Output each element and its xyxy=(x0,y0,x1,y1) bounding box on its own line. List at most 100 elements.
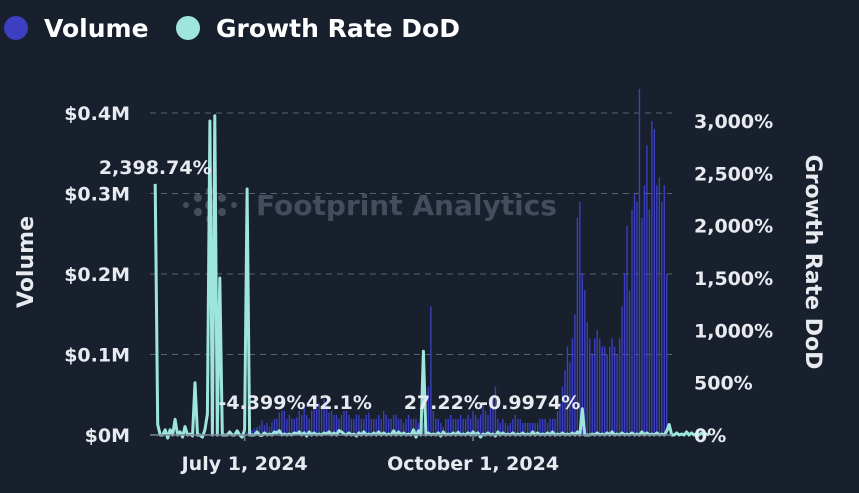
data-label: 42.1% xyxy=(306,392,372,414)
legend-item-volume[interactable]: Volume xyxy=(4,14,149,43)
volume-bar xyxy=(246,431,248,435)
volume-bar xyxy=(392,414,395,435)
volume-bar xyxy=(258,425,261,435)
volume-bar xyxy=(452,418,454,435)
volume-bar xyxy=(410,418,412,435)
volume-bar xyxy=(261,420,263,435)
volume-bar xyxy=(335,414,338,435)
volume-bar xyxy=(383,410,385,435)
volume-bar xyxy=(373,418,375,435)
volume-bar xyxy=(638,88,641,435)
volume-bar xyxy=(464,418,467,435)
footprint-logo-icon xyxy=(183,187,237,223)
volume-bar xyxy=(363,418,365,435)
volume-bar xyxy=(253,428,256,435)
x-tick-label: July 1, 2024 xyxy=(180,453,308,475)
legend-item-growth-rate[interactable]: Growth Rate DoD xyxy=(176,14,460,43)
volume-bar xyxy=(509,422,512,435)
right-tick-label: 2,500% xyxy=(694,163,773,185)
volume-bar xyxy=(576,217,579,435)
volume-bar xyxy=(291,418,293,435)
volume-bar xyxy=(370,418,372,435)
volume-bar xyxy=(651,121,653,436)
volume-bar xyxy=(551,418,554,435)
volume-bar xyxy=(531,422,534,435)
right-y-axis: 0% 500% 1,000% 1,500% 2,000% 2,500% 3,000% xyxy=(694,111,773,447)
volume-bar xyxy=(333,414,335,435)
right-tick-label: 1,500% xyxy=(694,268,773,290)
volume-bar xyxy=(502,418,504,435)
left-tick-label: $0.1M xyxy=(64,345,130,367)
volume-bar xyxy=(574,314,576,435)
volume-bar xyxy=(412,418,415,435)
volume-bar xyxy=(390,418,392,435)
volume-bar xyxy=(343,410,345,435)
volume-bar xyxy=(455,418,457,435)
data-label: -4.399% xyxy=(218,392,305,414)
right-tick-label: 3,000% xyxy=(694,111,773,133)
volume-bar xyxy=(323,398,325,435)
volume-bar xyxy=(492,394,494,435)
volume-bar xyxy=(407,414,410,435)
watermark: Footprint Analytics xyxy=(183,187,557,223)
volume-bar xyxy=(301,414,303,435)
volume-bar xyxy=(656,185,658,435)
volume-bar xyxy=(350,418,353,435)
volume-bar xyxy=(293,418,295,435)
volume-bar xyxy=(318,402,320,435)
volume-bar xyxy=(504,422,507,435)
x-tick-label: October 1, 2024 xyxy=(387,453,559,475)
volume-bar xyxy=(487,414,489,435)
volume-bar xyxy=(626,225,628,435)
volume-bar xyxy=(482,402,484,435)
volume-bar xyxy=(494,386,497,435)
volume-bars xyxy=(154,88,668,436)
volume-bar xyxy=(462,418,464,435)
left-tick-label: $0.4M xyxy=(64,103,130,125)
volume-bar xyxy=(646,145,648,435)
volume-bar xyxy=(554,418,556,435)
volume-bar xyxy=(400,418,402,435)
volume-bar xyxy=(514,414,516,435)
volume-bar xyxy=(539,418,541,435)
volume-bar xyxy=(266,422,268,435)
volume-bar xyxy=(271,422,273,435)
legend-marker-growth-rate xyxy=(176,16,200,40)
volume-bar xyxy=(499,422,502,435)
volume-bar xyxy=(432,410,435,435)
volume-bar xyxy=(358,414,360,435)
volume-bar xyxy=(251,430,253,435)
volume-bar xyxy=(355,414,358,435)
volume-bar xyxy=(556,410,559,435)
volume-bar xyxy=(596,330,598,435)
volume-bar xyxy=(559,402,561,435)
legend-label-growth-rate: Growth Rate DoD xyxy=(216,14,460,43)
volume-bar xyxy=(459,414,462,435)
left-tick-label: $0M xyxy=(85,425,130,447)
volume-bar xyxy=(527,422,529,435)
volume-bar xyxy=(641,217,643,435)
volume-bar xyxy=(306,414,308,435)
volume-bar xyxy=(450,414,452,435)
volume-bar xyxy=(303,406,305,435)
left-y-axis: $0M $0.1M $0.2M $0.3M $0.4M xyxy=(64,103,130,447)
volume-bar xyxy=(663,185,665,435)
volume-bar xyxy=(589,338,591,435)
volume-bar xyxy=(365,414,367,435)
volume-bar xyxy=(529,422,531,435)
volume-bar xyxy=(447,418,449,435)
data-label: 2,398.74% xyxy=(99,157,212,179)
volume-bar xyxy=(591,354,593,435)
volume-bar xyxy=(338,418,340,435)
legend: Volume Growth Rate DoD xyxy=(4,14,460,43)
volume-bar xyxy=(430,306,432,435)
volume-bar xyxy=(467,414,469,435)
volume-bar xyxy=(353,418,355,435)
x-axis: July 1, 2024 October 1, 2024 xyxy=(180,435,559,475)
volume-bar xyxy=(296,417,298,435)
volume-bar xyxy=(427,386,430,435)
volume-bar xyxy=(348,414,350,435)
volume-bar xyxy=(633,193,636,435)
volume-bar xyxy=(546,422,549,435)
